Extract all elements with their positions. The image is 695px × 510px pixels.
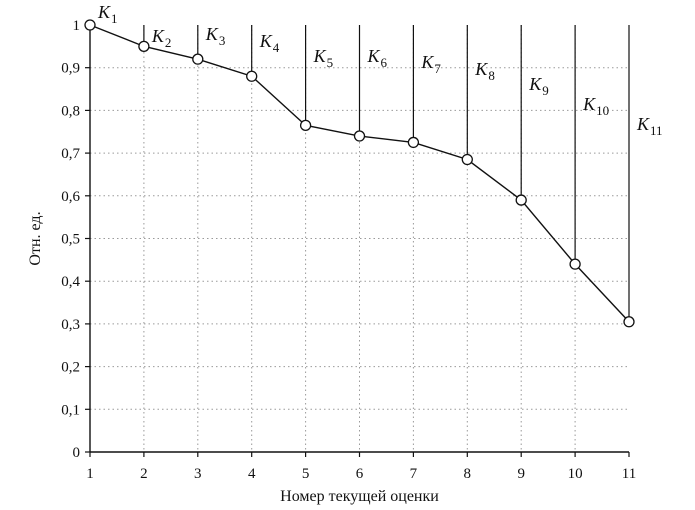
point-label: K5 — [313, 46, 334, 70]
point-label: K2 — [151, 26, 172, 50]
x-tick-label: 10 — [568, 466, 583, 482]
point-label: K7 — [420, 52, 441, 76]
y-tick-label: 0,7 — [61, 146, 80, 162]
tick-labels: 1 2 3 4 5 6 7 8 9 10 11 0 0,1 0,2 0,3 0,4 0,5 0,6 0,7 0,8 0,… — [61, 18, 636, 482]
point-label: K1 — [97, 2, 118, 26]
data-point-marker — [246, 70, 258, 82]
point-label: K6 — [367, 46, 388, 70]
x-tick-label: 2 — [140, 466, 148, 482]
data-point-marker — [299, 119, 312, 131]
data-point-marker — [407, 136, 420, 149]
y-tick-label: 1 — [73, 18, 81, 34]
data-point-marker — [192, 53, 204, 65]
y-axis-title: Отн. ед. — [27, 211, 44, 265]
series — [84, 19, 635, 328]
point-label: K8 — [474, 59, 495, 83]
data-point-marker — [138, 40, 150, 52]
point-label: K3 — [205, 24, 226, 48]
axes — [85, 24, 630, 457]
y-tick-label: 0,9 — [61, 61, 80, 77]
data-point-marker — [569, 258, 581, 270]
point-labels: K1 K2 K3 K4 K5 K6 K7 K8 K9 K10 K11 — [97, 2, 663, 138]
y-tick-label: 0,4 — [61, 274, 80, 290]
x-tick-label: 7 — [410, 466, 418, 482]
data-point-marker — [84, 19, 96, 31]
y-tick-label: 0 — [73, 445, 81, 461]
grid — [90, 25, 629, 452]
x-tick-label: 9 — [517, 466, 525, 482]
x-tick-label: 1 — [86, 466, 94, 482]
vertical-reference-lines — [143, 25, 630, 322]
y-tick-label: 0,2 — [61, 360, 80, 376]
point-label: K9 — [528, 74, 549, 98]
y-tick-label: 0,5 — [61, 232, 80, 248]
x-tick-label: 11 — [622, 466, 636, 482]
x-tick-label: 3 — [194, 466, 202, 482]
y-tick-label: 0,1 — [61, 402, 80, 418]
x-tick-label: 5 — [302, 466, 310, 482]
y-tick-label: 0,3 — [61, 317, 80, 333]
point-label: K10 — [582, 94, 609, 118]
x-tick-label: 6 — [356, 466, 364, 482]
data-point-marker — [515, 194, 527, 206]
data-point-marker — [461, 153, 473, 166]
point-label: K4 — [259, 31, 280, 55]
y-tick-label: 0,6 — [61, 189, 80, 205]
x-tick-label: 4 — [248, 466, 256, 482]
data-point-marker — [353, 130, 366, 142]
point-label: K11 — [636, 114, 663, 138]
y-tick-label: 0,8 — [61, 103, 80, 119]
x-tick-label: 8 — [464, 466, 472, 482]
data-point-marker — [623, 316, 635, 328]
x-axis-title: Номер текущей оценки — [280, 488, 439, 505]
